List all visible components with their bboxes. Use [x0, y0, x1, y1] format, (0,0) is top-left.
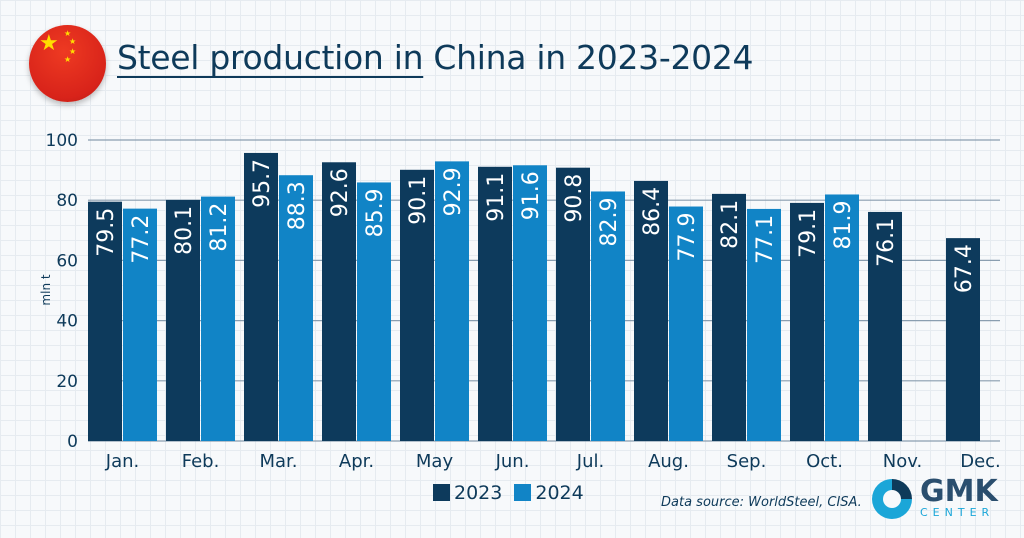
data-label: 85.9: [363, 188, 388, 237]
bar-2023: [790, 202, 824, 441]
logo-main: GMK: [920, 474, 998, 509]
y-tick-label: 0: [67, 432, 78, 452]
data-source: Data source: WorldSteel, CISA.: [661, 495, 862, 510]
data-label: 91.6: [519, 171, 544, 220]
data-label: 67.4: [952, 244, 977, 293]
data-label: 82.9: [597, 197, 622, 246]
x-tick-label: Nov.: [883, 451, 922, 472]
x-tick-label: Jun.: [495, 451, 530, 472]
china-flag-icon: ★ ★ ★ ★ ★: [29, 25, 106, 102]
data-label: 77.2: [129, 215, 154, 264]
data-label: 76.1: [874, 218, 899, 267]
bar-2023: [712, 193, 746, 441]
logo-ring-icon: [872, 478, 912, 519]
x-tick-label: Sep.: [727, 451, 767, 472]
data-label: 81.9: [831, 200, 856, 249]
bar-2024: [513, 165, 547, 441]
bar-2024: [201, 196, 235, 441]
data-label: 88.3: [285, 181, 310, 230]
x-tick-label: Feb.: [182, 451, 220, 472]
data-label: 77.1: [753, 215, 778, 264]
y-tick-label: 40: [56, 312, 78, 332]
y-tick-label: 60: [56, 251, 78, 271]
bar-2023: [166, 199, 200, 441]
bar-2024: [279, 175, 313, 442]
data-label: 90.1: [406, 176, 431, 225]
bar-2023: [946, 238, 980, 441]
legend: 2023 2024: [433, 482, 584, 504]
y-tick-label: 20: [56, 372, 78, 392]
y-axis-label: mln t: [39, 274, 53, 305]
bar-2023: [478, 166, 512, 441]
bar-2024: [747, 208, 781, 441]
data-label: 82.1: [718, 200, 743, 249]
legend-2023: 2023: [433, 482, 502, 504]
gmk-logo: GMK CENTER: [872, 474, 998, 519]
bar-2023: [868, 211, 902, 441]
legend-2024: 2024: [514, 482, 584, 504]
bar-2024: [123, 208, 157, 441]
x-tick-label: Dec.: [960, 451, 1001, 472]
bar-2023: [556, 167, 590, 441]
data-label: 81.2: [207, 203, 232, 252]
data-label: 77.9: [675, 213, 700, 262]
data-label: 86.4: [640, 187, 665, 236]
data-label: 92.6: [328, 168, 353, 217]
bar-2023: [634, 180, 668, 441]
x-tick-label: Apr.: [339, 451, 374, 472]
bar-2023: [400, 169, 434, 441]
bar-2024: [435, 161, 469, 441]
data-label: 91.1: [484, 173, 509, 222]
bar-2023: [244, 152, 278, 441]
x-tick-label: Jan.: [105, 451, 139, 472]
title-underlined: Steel production in: [117, 38, 424, 77]
title-rest: China in 2023-2024: [423, 38, 754, 77]
y-tick-label: 100: [46, 131, 78, 151]
x-tick-label: Jul.: [576, 451, 604, 472]
y-tick-label: 80: [56, 191, 78, 211]
x-tick-label: Aug.: [648, 451, 689, 472]
bar-2024: [357, 182, 391, 442]
data-label: 79.1: [796, 209, 821, 258]
bar-2024: [825, 194, 859, 441]
data-label: 92.9: [441, 167, 466, 216]
chart-title: Steel production in China in 2023-2024: [117, 38, 754, 77]
data-label: 90.8: [562, 174, 587, 223]
x-tick-label: Oct.: [806, 451, 843, 472]
data-label: 79.5: [94, 208, 119, 257]
x-tick-label: May: [416, 451, 454, 472]
logo-sub: CENTER: [920, 506, 995, 519]
bar-2023: [88, 201, 122, 441]
data-label: 95.7: [250, 159, 275, 208]
data-label: 80.1: [172, 206, 197, 255]
bar-2024: [669, 206, 703, 441]
bar-2023: [322, 162, 356, 442]
bar-2024: [591, 191, 625, 441]
x-tick-label: Mar.: [259, 451, 297, 472]
